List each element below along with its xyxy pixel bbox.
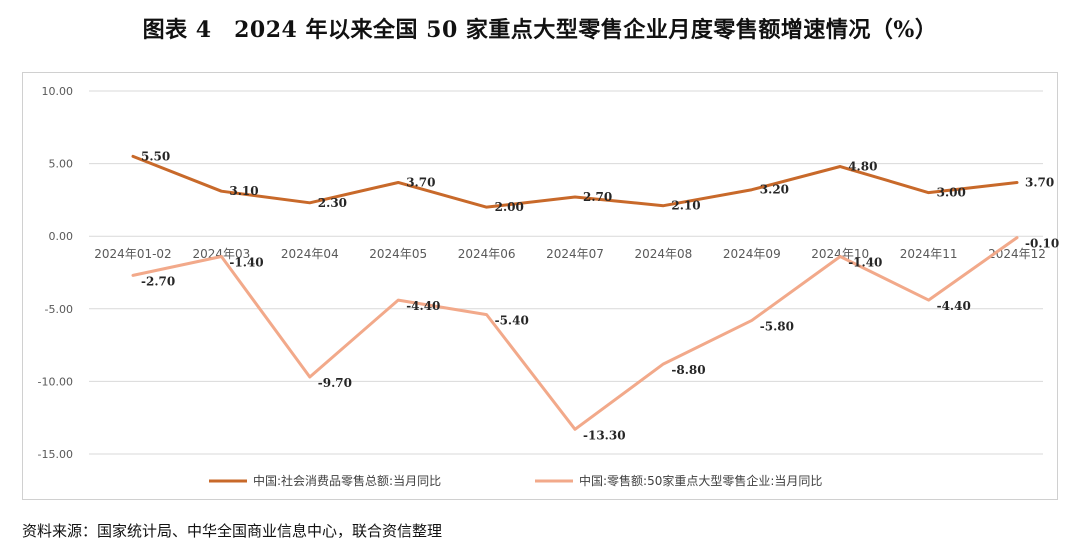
source-note: 资料来源：国家统计局、中华全国商业信息中心，联合资信整理 xyxy=(22,522,443,540)
data-label: -1.40 xyxy=(848,256,882,270)
data-label: -5.80 xyxy=(760,319,794,333)
data-label: 4.80 xyxy=(848,160,877,174)
y-tick-label: -10.00 xyxy=(38,375,73,388)
y-tick-label: -15.00 xyxy=(38,448,73,461)
x-tick-label: 2024年06 xyxy=(458,247,516,261)
legend-label: 中国:社会消费品零售总额:当月同比 xyxy=(253,473,441,488)
x-tick-label: 2024年11 xyxy=(900,247,958,261)
data-label: 3.70 xyxy=(1025,175,1054,189)
series-line-1 xyxy=(131,154,1019,209)
data-label: -5.40 xyxy=(495,314,529,328)
data-label: 2.00 xyxy=(495,200,524,214)
data-labels: 5.50 3.10 2.30 3.70 2.00 2.70 2.10 3.20 4.80 3.00… xyxy=(141,149,1059,442)
data-label: -9.70 xyxy=(318,376,352,390)
x-tick-label: 2024年07 xyxy=(546,247,604,261)
y-tick-label: 5.00 xyxy=(49,158,74,171)
data-label: 2.30 xyxy=(318,196,347,210)
y-tick-label: 0.00 xyxy=(49,230,74,243)
gridlines xyxy=(89,90,1043,455)
y-tick-label: -5.00 xyxy=(45,303,73,316)
data-label: 5.50 xyxy=(141,149,170,163)
line-chart: 10.00 5.00 0.00 -5.00 -10.00 -15.00 2024年01-0… xyxy=(38,85,1059,488)
data-label: 2.10 xyxy=(671,199,700,213)
x-tick-label: 2024年10 xyxy=(811,247,869,261)
data-label: -1.40 xyxy=(229,256,263,270)
x-tick-label: 2024年03 xyxy=(192,247,250,261)
data-label: -0.10 xyxy=(1025,237,1059,251)
data-label: -4.40 xyxy=(406,299,440,313)
series-lines xyxy=(131,154,1019,431)
x-axis: 2024年01-02 2024年03 2024年04 2024年05 2024年06 20… xyxy=(94,247,1046,261)
data-label: -8.80 xyxy=(671,363,705,377)
legend-label: 中国:零售额:50家重点大型零售企业:当月同比 xyxy=(579,473,822,488)
chart-title: 图表 4 2024 年以来全国 50 家重点大型零售企业月度零售额增速情况（%） xyxy=(142,17,938,43)
x-tick-label: 2024年12 xyxy=(988,247,1046,261)
data-label: -13.30 xyxy=(583,428,626,442)
data-label: 3.70 xyxy=(406,175,435,189)
y-tick-label: 10.00 xyxy=(42,85,74,98)
chart-frame: 10.00 5.00 0.00 -5.00 -10.00 -15.00 2024年01-0… xyxy=(22,72,1059,500)
x-tick-label: 2024年09 xyxy=(723,247,781,261)
data-label: 3.00 xyxy=(937,186,966,200)
data-label: 3.10 xyxy=(229,184,258,198)
x-tick-label: 2024年08 xyxy=(634,247,692,261)
y-axis: 10.00 5.00 0.00 -5.00 -10.00 -15.00 xyxy=(38,85,73,461)
x-tick-label: 2024年05 xyxy=(369,247,427,261)
data-label: 3.20 xyxy=(760,183,789,197)
x-tick-label: 2024年01-02 xyxy=(94,247,171,261)
series-line-2 xyxy=(131,236,1019,431)
data-label: 2.70 xyxy=(583,190,612,204)
data-label: -2.70 xyxy=(141,274,175,288)
legend: 中国:社会消费品零售总额:当月同比 中国:零售额:50家重点大型零售企业:当月同比 xyxy=(209,473,822,488)
data-label: -4.40 xyxy=(937,299,971,313)
x-tick-label: 2024年04 xyxy=(281,247,339,261)
